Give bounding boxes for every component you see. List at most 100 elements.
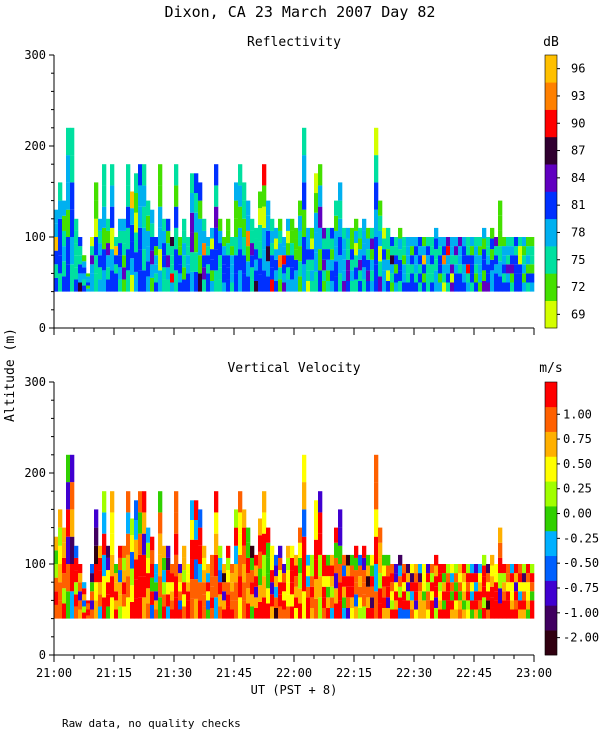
data-column-segment xyxy=(458,609,463,619)
data-column-segment xyxy=(98,545,103,558)
data-column-segment xyxy=(162,218,167,231)
data-column-segment xyxy=(390,582,395,592)
data-column-segment xyxy=(486,273,491,283)
data-column-segment xyxy=(502,255,507,265)
data-column-segment xyxy=(58,527,63,546)
data-column-segment xyxy=(418,264,423,274)
data-column-segment xyxy=(254,227,259,239)
data-column-segment xyxy=(290,582,295,595)
data-column-segment xyxy=(350,249,355,260)
colorbar-tick-label: 93 xyxy=(571,89,585,103)
data-column-segment xyxy=(58,200,63,219)
data-column-segment xyxy=(518,582,523,592)
colorbar-tick-label: 90 xyxy=(571,116,585,130)
data-column-segment xyxy=(58,273,63,292)
y-tick-label: 300 xyxy=(24,48,46,62)
data-column-segment xyxy=(398,227,403,239)
data-column-segment xyxy=(242,237,247,256)
data-column-segment xyxy=(354,255,359,268)
data-column-segment xyxy=(94,527,99,546)
data-column-segment xyxy=(390,264,395,274)
data-column-segment xyxy=(502,264,507,274)
data-column-segment xyxy=(322,259,327,271)
data-column-segment xyxy=(234,527,239,546)
data-column-segment xyxy=(278,582,283,595)
data-column-segment xyxy=(518,255,523,265)
data-column-segment xyxy=(402,255,407,265)
data-column-segment xyxy=(234,545,239,564)
data-column-segment xyxy=(258,274,263,292)
data-column-segment xyxy=(474,591,479,601)
data-column-segment xyxy=(250,279,255,292)
data-column-segment xyxy=(86,279,91,283)
data-column-segment xyxy=(270,606,275,619)
data-column-segment xyxy=(390,255,395,265)
data-column-segment xyxy=(74,279,79,292)
data-column-segment xyxy=(454,591,459,601)
data-column-segment xyxy=(494,264,499,274)
data-column-segment xyxy=(310,597,315,608)
data-column-segment xyxy=(330,227,335,239)
data-column-segment xyxy=(82,588,87,595)
data-column-segment xyxy=(314,559,319,580)
data-column-segment xyxy=(126,185,131,207)
data-column-segment xyxy=(102,185,107,207)
data-column-segment xyxy=(126,554,131,577)
data-column-segment xyxy=(430,282,435,292)
data-column-segment xyxy=(378,573,383,589)
data-column-segment xyxy=(402,237,407,247)
data-column-segment xyxy=(114,246,119,256)
data-column-segment xyxy=(458,591,463,601)
data-column-segment xyxy=(166,255,171,268)
data-column-segment xyxy=(114,591,119,601)
data-column-segment xyxy=(250,267,255,280)
data-column-segment xyxy=(170,591,175,601)
data-column-segment xyxy=(242,509,247,528)
data-column-segment xyxy=(510,237,515,247)
data-column-segment xyxy=(306,259,311,271)
data-column-segment xyxy=(214,206,219,228)
data-column-segment xyxy=(74,557,79,571)
data-column-segment xyxy=(74,267,79,280)
data-column-segment xyxy=(354,594,359,607)
data-column-segment xyxy=(278,218,283,231)
data-column-segment xyxy=(494,282,499,292)
data-column-segment xyxy=(442,246,447,256)
data-column-segment xyxy=(510,273,515,283)
data-column-segment xyxy=(314,579,319,599)
data-column-segment xyxy=(458,582,463,592)
data-column-segment xyxy=(210,270,215,281)
data-column-segment xyxy=(162,570,167,583)
data-column-segment xyxy=(314,232,319,253)
data-column-segment xyxy=(286,255,291,268)
data-column-segment xyxy=(494,564,499,574)
data-column-segment xyxy=(314,173,319,194)
data-column-segment xyxy=(286,230,291,244)
data-column-segment xyxy=(314,252,319,272)
data-column-segment xyxy=(306,565,311,577)
data-column-segment xyxy=(450,609,455,619)
data-column-segment xyxy=(298,557,303,574)
data-column-segment xyxy=(506,255,511,265)
data-column-segment xyxy=(170,600,175,610)
data-column-segment xyxy=(74,218,79,231)
data-column-segment xyxy=(458,600,463,610)
colorbar-tick-label: -1.00 xyxy=(563,606,599,620)
data-column-segment xyxy=(502,246,507,256)
data-column-segment xyxy=(186,273,191,283)
data-column-segment xyxy=(422,582,427,592)
colorbar-tick-label: -0.75 xyxy=(563,581,599,595)
data-column-segment xyxy=(250,557,255,571)
data-column-segment xyxy=(518,282,523,292)
data-column-segment xyxy=(202,557,207,571)
data-column-segment xyxy=(450,282,455,292)
data-column-segment xyxy=(278,279,283,292)
data-column-segment xyxy=(294,576,299,587)
data-column-segment xyxy=(478,264,483,274)
data-column-segment xyxy=(390,609,395,619)
data-column-segment xyxy=(198,182,203,201)
data-column-segment xyxy=(98,582,103,595)
data-column-segment xyxy=(454,273,459,283)
data-column-segment xyxy=(118,557,123,571)
